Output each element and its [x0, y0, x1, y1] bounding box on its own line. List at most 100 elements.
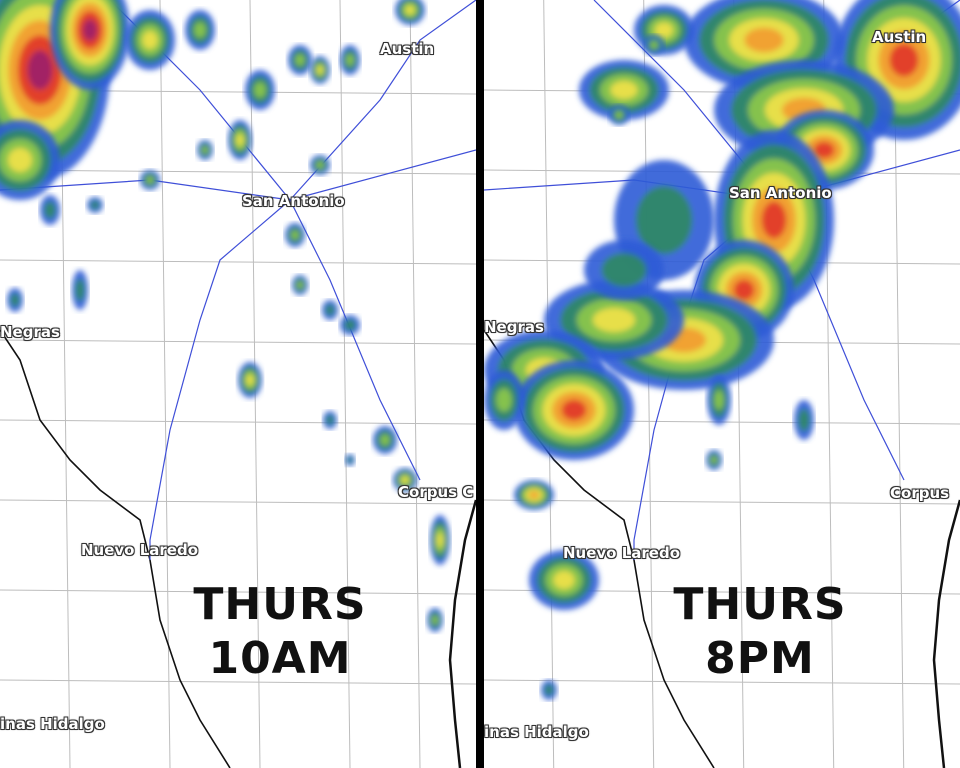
county-line: [0, 259, 476, 265]
reflectivity-2: [194, 22, 206, 38]
reflectivity-2: [316, 161, 324, 169]
reflectivity-1: [326, 414, 334, 426]
county-line: [0, 339, 476, 345]
storm-cell: [644, 35, 664, 55]
storm-cell: [529, 550, 599, 610]
reflectivity-2: [496, 388, 512, 412]
storm-cell: [197, 140, 213, 160]
county-line: [159, 0, 171, 768]
reflectivity-1: [544, 684, 554, 696]
reflectivity-3: [436, 532, 444, 548]
reflectivity-2: [146, 176, 154, 184]
reflectivity-1: [635, 186, 693, 254]
reflectivity-5: [733, 279, 755, 301]
time-label-time: 10AM: [208, 633, 352, 684]
reflectivity-1: [90, 200, 100, 210]
reflectivity-3: [142, 30, 158, 50]
reflectivity-2: [346, 54, 354, 66]
reflectivity-1: [798, 408, 810, 432]
reflectivity-5: [813, 141, 835, 159]
county-line: [0, 679, 476, 685]
time-label-day: THURS: [673, 579, 847, 630]
storm-cell: [609, 105, 629, 125]
county-line: [0, 419, 476, 425]
county-line: [0, 589, 476, 595]
reflectivity-6: [82, 19, 98, 41]
city-label-san-antonio: San Antonio: [729, 184, 832, 202]
county-line: [484, 499, 960, 505]
storm-cell: [140, 170, 160, 190]
radar-panel-10am: Austin San Antonio Negras Nuevo Laredo C…: [0, 0, 476, 768]
reflectivity-2: [201, 146, 209, 154]
reflectivity-3: [236, 133, 244, 147]
reflectivity-3: [592, 307, 636, 333]
city-label-negras: Negras: [0, 323, 60, 341]
storm-cell: [185, 10, 215, 50]
storm-cell: [579, 60, 669, 120]
reflectivity-4: [744, 27, 784, 53]
city-label-austin: Austin: [872, 28, 927, 46]
reflectivity-3: [401, 476, 409, 484]
city-label-san-antonio: San Antonio: [242, 192, 345, 210]
storm-cell: [541, 680, 557, 700]
county-line: [0, 169, 476, 175]
storm-cell: [395, 0, 425, 25]
city-label-hidalgo: inas Hidalgo: [484, 723, 589, 741]
storm-cell: [340, 45, 360, 75]
highway: [109, 0, 421, 481]
time-label-day: THURS: [193, 579, 367, 630]
storm-cell: [373, 426, 397, 454]
reflectivity-3: [405, 5, 415, 15]
time-label: THURS 8PM: [660, 578, 860, 686]
storm-cell: [484, 370, 524, 430]
storm-cell: [40, 195, 60, 225]
storm-cell: [72, 270, 88, 310]
reflectivity-3: [246, 374, 254, 386]
storm-cell: [87, 197, 103, 213]
reflectivity-5: [561, 399, 587, 421]
reflectivity-1: [601, 253, 647, 287]
county-line: [484, 679, 960, 685]
reflectivity-2: [615, 111, 623, 119]
storm-cell: [50, 0, 130, 90]
storm-cell: [634, 5, 694, 55]
reflectivity-5: [889, 43, 919, 77]
city-label-nuevo-laredo: Nuevo Laredo: [81, 541, 199, 559]
storm-cell: [310, 155, 330, 175]
city-label-corpus: Corpus: [890, 484, 950, 502]
city-label-corpus: Corpus C: [398, 483, 474, 501]
highway: [289, 0, 476, 201]
storm-cell: [125, 10, 175, 70]
highway: [289, 149, 476, 201]
reflectivity-1: [44, 201, 56, 219]
radar-panel-8pm: Austin San Antonio Negras Nuevo Laredo C…: [484, 0, 960, 768]
storm-cell: [430, 515, 450, 565]
storm-cell: [288, 45, 312, 75]
reflectivity-2: [295, 54, 305, 66]
reflectivity-2: [714, 390, 724, 410]
storm-cell: [584, 240, 664, 300]
county-line: [484, 169, 960, 175]
storm-cell: [245, 70, 275, 110]
city-label-austin: Austin: [380, 40, 435, 58]
storm-cell: [285, 223, 305, 247]
reflectivity-2: [291, 230, 299, 240]
storm-cell: [238, 362, 262, 398]
city-label-hidalgo: inas Hidalgo: [0, 715, 105, 733]
reflectivity-1: [10, 293, 20, 307]
reflectivity-3: [553, 570, 575, 590]
reflectivity-3: [7, 147, 33, 173]
county-line: [339, 0, 351, 768]
reflectivity-1: [344, 319, 356, 331]
highway: [149, 199, 291, 560]
reflectivity-2: [254, 82, 266, 98]
reflectivity-2: [650, 41, 658, 49]
reflectivity-1: [75, 278, 85, 302]
storm-cell: [427, 608, 443, 632]
radar-map: [484, 0, 960, 768]
reflectivity-6: [27, 50, 53, 90]
county-line: [409, 0, 421, 768]
storm-cell: [707, 375, 731, 425]
reflectivity-3: [316, 65, 324, 75]
reflectivity-4: [529, 491, 539, 499]
